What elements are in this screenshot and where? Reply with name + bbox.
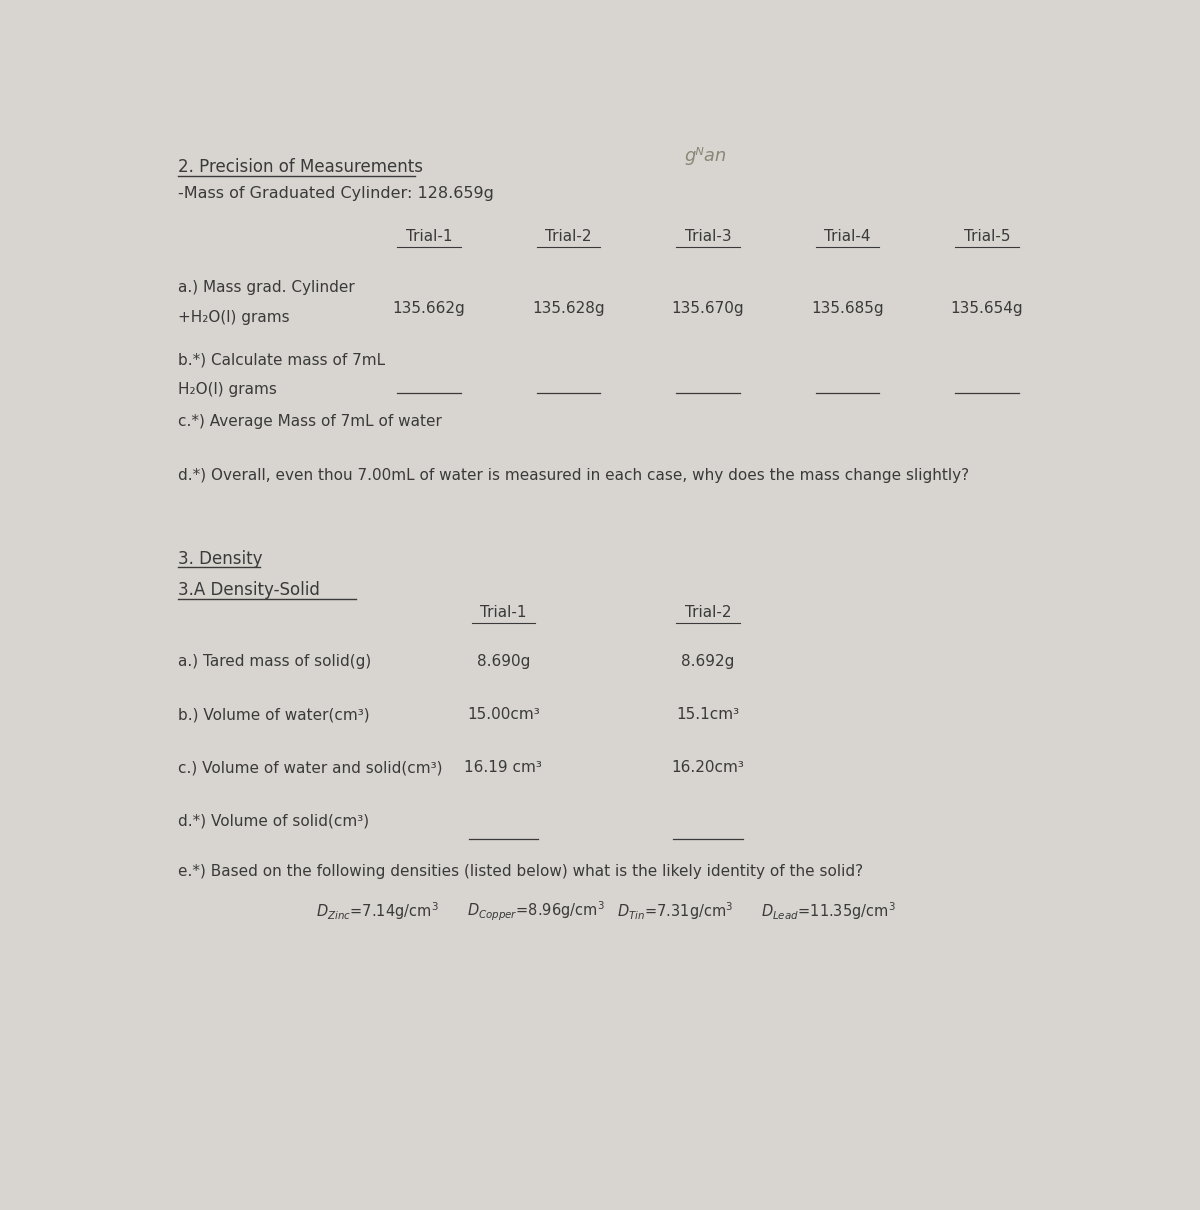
Text: 16.19 cm³: 16.19 cm³: [464, 760, 542, 776]
Text: c.) Volume of water and solid(cm³): c.) Volume of water and solid(cm³): [178, 760, 443, 776]
Text: -Mass of Graduated Cylinder: 128.659g: -Mass of Graduated Cylinder: 128.659g: [178, 186, 493, 201]
Text: a.) Tared mass of solid(g): a.) Tared mass of solid(g): [178, 653, 371, 669]
Text: Trial-1: Trial-1: [480, 605, 527, 621]
Text: 15.1cm³: 15.1cm³: [677, 707, 739, 722]
Text: $D_{Lead}$=11.35g/cm$^3$: $D_{Lead}$=11.35g/cm$^3$: [762, 900, 896, 922]
Text: H₂O(l) grams: H₂O(l) grams: [178, 382, 277, 397]
Text: Trial-4: Trial-4: [824, 229, 871, 244]
Text: 8.692g: 8.692g: [682, 653, 734, 669]
Text: 3.A Density-Solid: 3.A Density-Solid: [178, 581, 319, 599]
Text: 3. Density: 3. Density: [178, 549, 263, 567]
Text: 16.20cm³: 16.20cm³: [672, 760, 744, 776]
Text: Trial-2: Trial-2: [685, 605, 731, 621]
Text: Trial-1: Trial-1: [406, 229, 452, 244]
Text: e.*) Based on the following densities (listed below) what is the likely identity: e.*) Based on the following densities (l…: [178, 864, 863, 880]
Text: a.) Mass grad. Cylinder: a.) Mass grad. Cylinder: [178, 281, 355, 295]
Text: 8.690g: 8.690g: [476, 653, 530, 669]
Text: Trial-5: Trial-5: [964, 229, 1010, 244]
Text: 2. Precision of Measurements: 2. Precision of Measurements: [178, 159, 422, 177]
Text: b.*) Calculate mass of 7mL: b.*) Calculate mass of 7mL: [178, 352, 385, 367]
Text: c.*) Average Mass of 7mL of water: c.*) Average Mass of 7mL of water: [178, 414, 442, 428]
Text: gᴺan: gᴺan: [685, 148, 727, 165]
Text: Trial-3: Trial-3: [685, 229, 731, 244]
Text: 135.662g: 135.662g: [392, 301, 466, 316]
Text: 135.670g: 135.670g: [672, 301, 744, 316]
Text: Trial-2: Trial-2: [545, 229, 592, 244]
Text: 135.654g: 135.654g: [950, 301, 1024, 316]
Text: b.) Volume of water(cm³): b.) Volume of water(cm³): [178, 707, 370, 722]
Text: d.*) Overall, even thou 7.00mL of water is measured in each case, why does the m: d.*) Overall, even thou 7.00mL of water …: [178, 467, 970, 483]
Text: $D_{Tin}$=7.31g/cm$^3$: $D_{Tin}$=7.31g/cm$^3$: [617, 900, 733, 922]
Text: 135.628g: 135.628g: [532, 301, 605, 316]
Text: $D_{Zinc}$=7.14g/cm$^3$: $D_{Zinc}$=7.14g/cm$^3$: [317, 900, 439, 922]
Text: +H₂O(l) grams: +H₂O(l) grams: [178, 310, 289, 325]
Text: 15.00cm³: 15.00cm³: [467, 707, 540, 722]
Text: $D_{Copper}$=8.96g/cm$^3$: $D_{Copper}$=8.96g/cm$^3$: [467, 900, 605, 923]
Text: 135.685g: 135.685g: [811, 301, 884, 316]
Text: d.*) Volume of solid(cm³): d.*) Volume of solid(cm³): [178, 813, 370, 828]
